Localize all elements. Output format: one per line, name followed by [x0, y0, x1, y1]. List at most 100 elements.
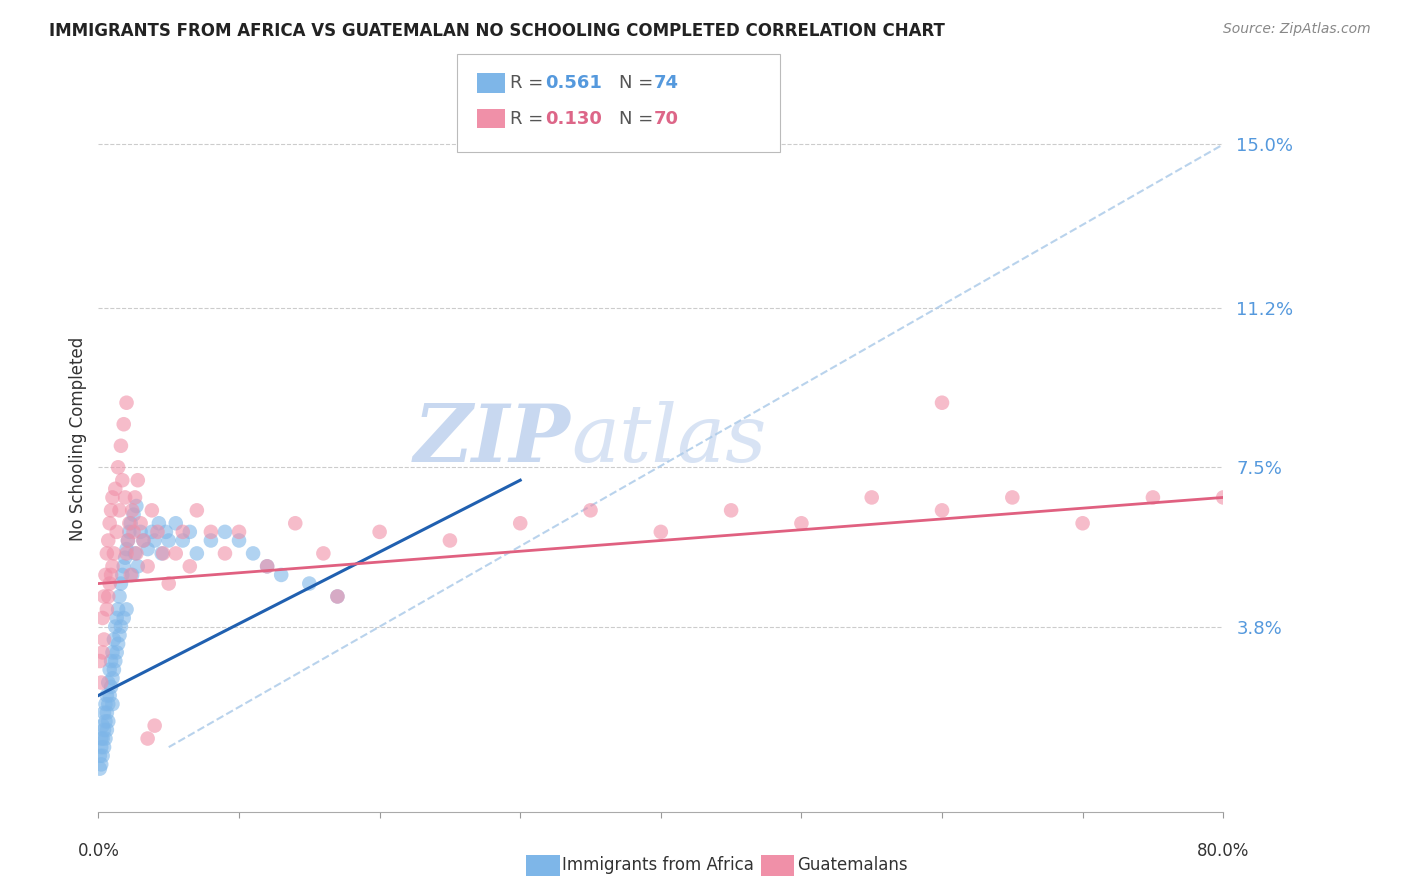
Point — [103, 546, 125, 560]
Point — [141, 503, 163, 517]
Point — [214, 524, 236, 539]
Point — [93, 632, 115, 647]
Point — [1001, 491, 1024, 505]
Text: 74: 74 — [654, 74, 679, 92]
Point — [100, 503, 122, 517]
Point — [101, 491, 124, 505]
Point — [96, 689, 118, 703]
Text: R =: R = — [510, 74, 550, 92]
Text: atlas: atlas — [571, 401, 766, 478]
Point — [90, 757, 112, 772]
Point — [125, 546, 148, 560]
Point — [509, 516, 531, 531]
Point — [242, 546, 264, 560]
Point — [132, 533, 155, 548]
Point — [122, 524, 145, 539]
Point — [186, 546, 208, 560]
Point — [101, 671, 124, 685]
Point — [120, 516, 142, 531]
Point — [121, 568, 143, 582]
Point — [860, 491, 883, 505]
Point — [107, 602, 129, 616]
Text: 80.0%: 80.0% — [1197, 842, 1250, 860]
Point — [127, 559, 149, 574]
Point — [97, 697, 120, 711]
Point — [103, 663, 125, 677]
Point — [124, 546, 146, 560]
Point — [1212, 491, 1234, 505]
Point — [125, 499, 148, 513]
Point — [650, 524, 672, 539]
Point — [105, 611, 128, 625]
Point — [118, 516, 141, 531]
Point — [91, 611, 114, 625]
Point — [114, 491, 136, 505]
Point — [200, 533, 222, 548]
Point — [101, 697, 124, 711]
Point — [127, 473, 149, 487]
Point — [165, 546, 187, 560]
Point — [186, 503, 208, 517]
Text: N =: N = — [619, 110, 658, 128]
Point — [1142, 491, 1164, 505]
Point — [93, 723, 115, 737]
Point — [108, 590, 131, 604]
Point — [91, 645, 114, 659]
Point — [97, 714, 120, 729]
Point — [93, 740, 115, 755]
Point — [579, 503, 602, 517]
Point — [96, 546, 118, 560]
Text: N =: N = — [619, 74, 658, 92]
Point — [146, 524, 169, 539]
Text: 70: 70 — [654, 110, 679, 128]
Text: 0.0%: 0.0% — [77, 842, 120, 860]
Point — [326, 590, 349, 604]
Point — [157, 576, 180, 591]
Point — [89, 654, 111, 668]
Text: R =: R = — [510, 110, 550, 128]
Point — [104, 619, 127, 633]
Point — [172, 533, 194, 548]
Point — [118, 524, 141, 539]
Text: ZIP: ZIP — [413, 401, 571, 478]
Point — [104, 654, 127, 668]
Point — [228, 533, 250, 548]
Point — [214, 546, 236, 560]
Point — [115, 542, 138, 557]
Point — [100, 654, 122, 668]
Point — [96, 723, 118, 737]
Point — [165, 516, 187, 531]
Point — [132, 533, 155, 548]
Point — [124, 491, 146, 505]
Point — [179, 559, 201, 574]
Text: Guatemalans: Guatemalans — [797, 856, 908, 874]
Point — [931, 503, 953, 517]
Point — [200, 524, 222, 539]
Point — [89, 748, 111, 763]
Point — [89, 762, 111, 776]
Point — [179, 524, 201, 539]
Point — [108, 503, 131, 517]
Point — [143, 718, 166, 732]
Point — [121, 503, 143, 517]
Point — [270, 568, 292, 582]
Point — [136, 542, 159, 557]
Point — [93, 706, 115, 720]
Point — [101, 559, 124, 574]
Point — [720, 503, 742, 517]
Point — [112, 611, 135, 625]
Point — [97, 675, 120, 690]
Text: IMMIGRANTS FROM AFRICA VS GUATEMALAN NO SCHOOLING COMPLETED CORRELATION CHART: IMMIGRANTS FROM AFRICA VS GUATEMALAN NO … — [49, 22, 945, 40]
Point — [115, 395, 138, 409]
Point — [368, 524, 391, 539]
Point — [90, 731, 112, 746]
Point — [114, 550, 136, 565]
Point — [97, 533, 120, 548]
Point — [107, 460, 129, 475]
Point — [105, 645, 128, 659]
Point — [931, 395, 953, 409]
Text: Immigrants from Africa: Immigrants from Africa — [562, 856, 754, 874]
Point — [312, 546, 335, 560]
Point — [122, 508, 145, 522]
Point — [136, 559, 159, 574]
